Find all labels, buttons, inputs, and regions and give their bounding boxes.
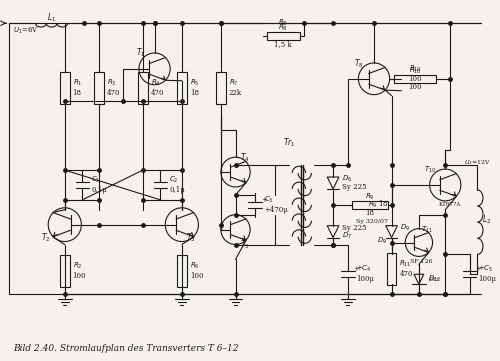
Text: 100: 100 (190, 272, 203, 280)
Text: $R_4$: $R_4$ (150, 78, 160, 88)
Text: $D_6$: $D_6$ (342, 174, 352, 184)
Text: $R_7$: $R_7$ (228, 78, 238, 88)
Text: $L_1$: $L_1$ (46, 11, 56, 23)
Bar (60, 256, 70, 287)
Text: Bild 2.40. Stromlaufplan des Transverters T 6–12: Bild 2.40. Stromlaufplan des Transverter… (13, 344, 238, 353)
Text: $R_6$: $R_6$ (190, 261, 200, 271)
Bar (60, 72, 70, 104)
Text: 100: 100 (408, 75, 422, 83)
Text: 1,5 k: 1,5 k (274, 40, 292, 48)
Text: $R_{10}$: $R_{10}$ (408, 66, 422, 76)
Text: +470μ: +470μ (264, 206, 287, 214)
Text: 100μ: 100μ (356, 275, 374, 283)
Text: 100: 100 (408, 83, 422, 91)
Bar (394, 75, 436, 83)
Text: 100: 100 (72, 272, 86, 280)
Text: 470: 470 (400, 270, 413, 278)
Text: 0,1μ: 0,1μ (91, 186, 107, 194)
Text: $R_5$: $R_5$ (190, 78, 199, 88)
Text: $T_1$: $T_1$ (136, 47, 145, 59)
Text: $T_2$: $T_2$ (42, 231, 51, 244)
Text: 0,1μ: 0,1μ (169, 186, 185, 194)
Text: $D_{12}$: $D_{12}$ (428, 275, 440, 284)
Text: $R_1$: $R_1$ (72, 78, 82, 88)
Text: 470: 470 (106, 89, 120, 97)
Text: +$C_5$: +$C_5$ (478, 264, 494, 274)
Text: $C_2$: $C_2$ (169, 175, 178, 185)
Bar (177, 72, 186, 104)
Text: $R_{10}$: $R_{10}$ (408, 64, 422, 74)
Text: $R_3$: $R_3$ (106, 78, 117, 88)
Text: $U_1$=6V: $U_1$=6V (13, 26, 39, 36)
Text: +$C_4$: +$C_4$ (356, 264, 372, 274)
Text: Sy 225: Sy 225 (342, 223, 366, 232)
Bar (177, 256, 186, 287)
Bar (216, 72, 226, 104)
Text: $R_{11}$: $R_{11}$ (400, 259, 412, 269)
Text: 22k: 22k (228, 89, 242, 97)
Bar (266, 32, 300, 40)
Bar (386, 253, 396, 285)
Text: 18: 18 (190, 89, 198, 97)
Bar (94, 72, 104, 104)
Text: $R_2$: $R_2$ (72, 261, 82, 271)
Text: 470: 470 (150, 89, 164, 97)
Text: $C_1$: $C_1$ (91, 175, 101, 185)
Text: Sy 320/07: Sy 320/07 (356, 219, 388, 224)
Text: $T_4$: $T_4$ (240, 152, 250, 164)
Text: $R_9$: $R_9$ (365, 192, 374, 202)
Text: $T_5$: $T_5$ (240, 238, 250, 251)
Text: $D_9$: $D_9$ (377, 235, 387, 245)
Text: $D_9$: $D_9$ (400, 222, 410, 233)
Text: +: + (476, 265, 482, 273)
Text: $T_8$: $T_8$ (354, 58, 364, 70)
Text: $T_3$: $T_3$ (186, 231, 196, 244)
Text: $C_3$: $C_3$ (264, 195, 274, 205)
Text: +: + (354, 265, 360, 273)
Text: $R_8$: $R_8$ (278, 18, 288, 28)
Text: $D_7$: $D_7$ (342, 230, 352, 241)
Text: $L_2$: $L_2$ (482, 213, 492, 226)
Text: $R_9$ 18: $R_9$ 18 (368, 199, 389, 210)
Bar (138, 72, 147, 104)
Bar (352, 201, 388, 209)
Text: +: + (261, 196, 266, 204)
Text: $R_8$: $R_8$ (278, 23, 288, 33)
Text: 18: 18 (72, 89, 82, 97)
Text: $T_{11}$: $T_{11}$ (420, 225, 432, 235)
Text: 100μ: 100μ (478, 275, 496, 283)
Text: KT877A: KT877A (439, 202, 462, 207)
Text: $D_{12}$: $D_{12}$ (428, 274, 441, 284)
Text: 18: 18 (365, 209, 374, 217)
Text: SF 126: SF 126 (410, 259, 432, 264)
Text: $U_2$≈12V: $U_2$≈12V (464, 158, 491, 166)
Text: $Tr_1$: $Tr_1$ (283, 136, 296, 148)
Text: $T_{10}$: $T_{10}$ (424, 165, 436, 175)
Text: Sy 225: Sy 225 (342, 183, 366, 191)
